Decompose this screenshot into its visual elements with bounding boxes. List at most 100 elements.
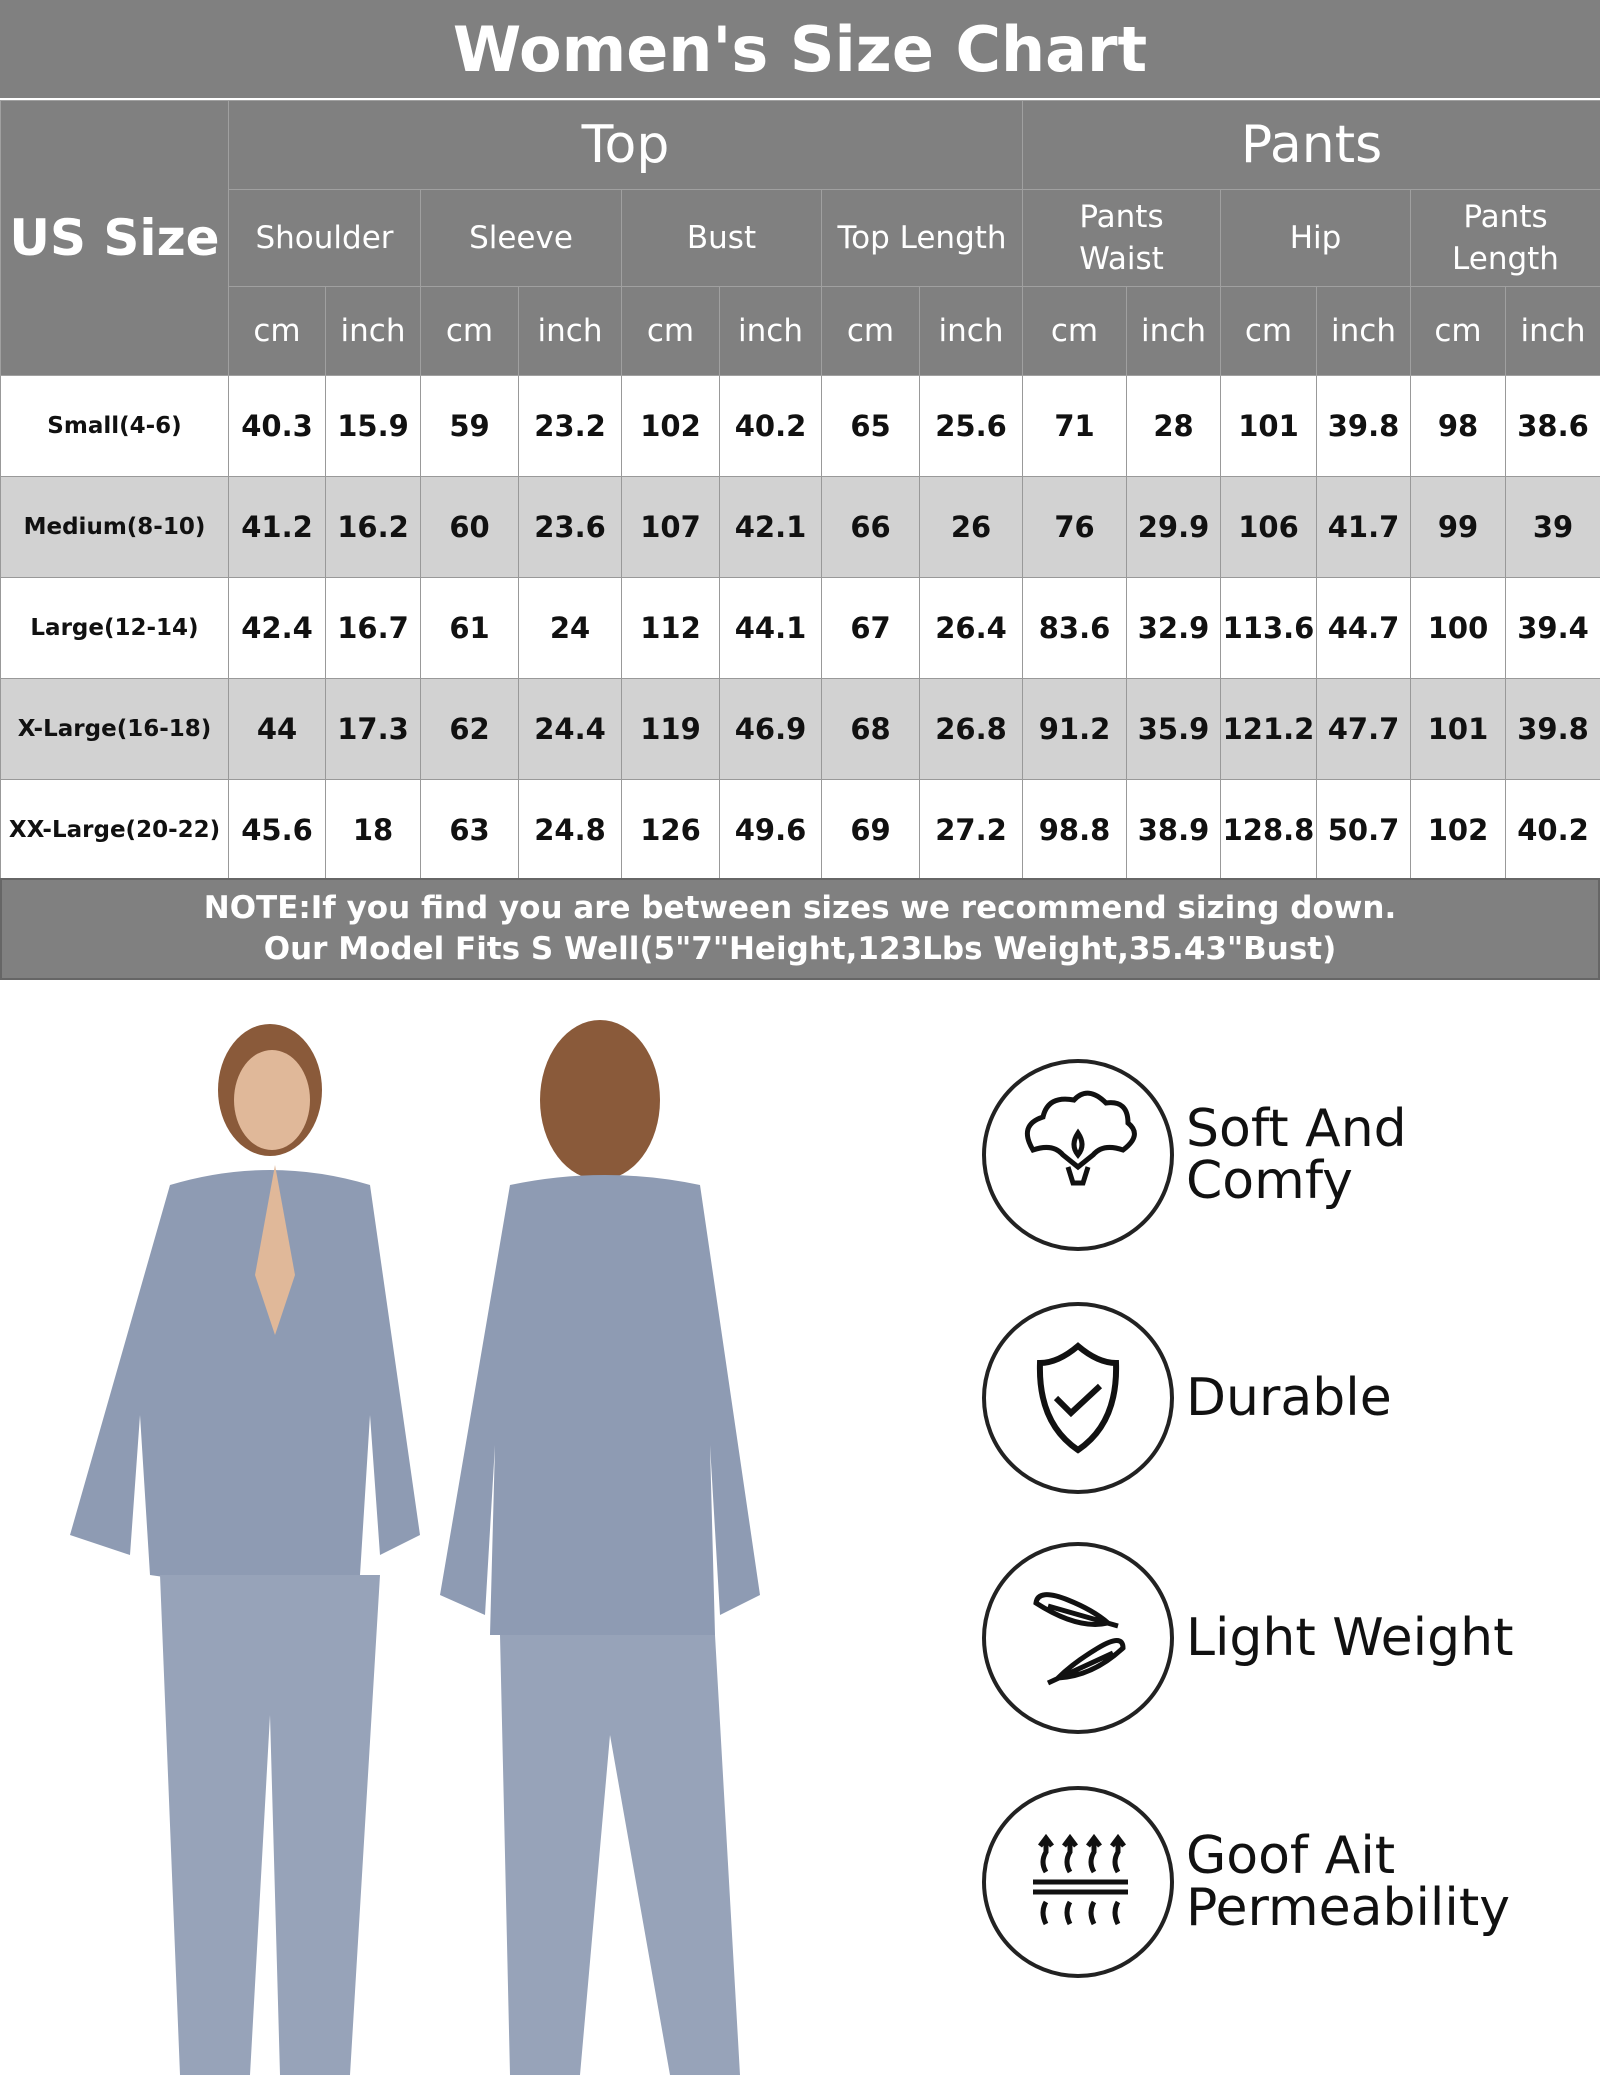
measurement-cell: 24.4	[518, 678, 622, 780]
unit-header: cm	[228, 286, 326, 376]
measurement-cell: 44	[228, 678, 326, 780]
measurement-cell: 91.2	[1022, 678, 1127, 780]
feather-icon	[982, 1542, 1174, 1734]
measurement-cell: 41.2	[228, 476, 326, 578]
top-header: Top	[228, 100, 1023, 190]
measurement-cell: 102	[621, 375, 720, 477]
measurement-cell: 119	[621, 678, 720, 780]
measurement-cell: 32.9	[1126, 577, 1221, 679]
measurement-cell: 76	[1022, 476, 1127, 578]
measurement-cell: 16.7	[325, 577, 421, 679]
measurement-cell: 47.7	[1316, 678, 1411, 780]
measurement-header: Top Length	[821, 189, 1023, 287]
size-label: Large(12-14)	[0, 577, 229, 679]
measurement-header: Hip	[1220, 189, 1411, 287]
measurement-cell: 102	[1410, 779, 1506, 881]
feature-label: Goof Ait Permeability	[1186, 1826, 1510, 1938]
model-front-photo	[70, 1024, 420, 2075]
feature-label: Light Weight	[1186, 1608, 1514, 1668]
measurement-cell: 66	[821, 476, 920, 578]
unit-header: cm	[1220, 286, 1317, 376]
unit-header: inch	[1504, 286, 1600, 376]
measurement-cell: 40.3	[228, 375, 326, 477]
table-row: XX-Large(20-22) 45.6 18 63 24.8 126 49.6 69 27.2…	[0, 779, 1600, 881]
table-row: Large(12-14) 42.4 16.7 61 24 112 44.1 67 26.4 83.…	[0, 577, 1600, 679]
measurement-cell: 24.8	[518, 779, 622, 881]
table-row: Small(4-6) 40.3 15.9 59 23.2 102 40.2 65 25.6 71 2…	[0, 375, 1600, 477]
size-table: US Size Top Pants Shoulder Sleeve Bust Top …	[0, 100, 1600, 881]
measurement-cell: 46.9	[719, 678, 822, 780]
measurement-cell: 107	[621, 476, 720, 578]
model-back-photo	[440, 1020, 760, 2075]
measurement-cell: 39	[1504, 476, 1600, 578]
unit-header: inch	[719, 286, 822, 376]
size-label: Small(4-6)	[0, 375, 229, 477]
feature-item: Durable	[978, 1298, 1578, 1498]
unit-header: cm	[420, 286, 519, 376]
measurement-cell: 27.2	[919, 779, 1023, 881]
measurement-cell: 39.4	[1504, 577, 1600, 679]
measurement-cell: 121.2	[1220, 678, 1317, 780]
table-row: Medium(8-10) 41.2 16.2 60 23.6 107 42.1 66 26 76 2…	[0, 476, 1600, 578]
measurement-cell: 25.6	[919, 375, 1023, 477]
sizing-note: NOTE:If you find you are between sizes w…	[0, 878, 1600, 980]
feature-item: Light Weight	[978, 1538, 1578, 1738]
measurement-cell: 101	[1410, 678, 1506, 780]
unit-header: cm	[821, 286, 920, 376]
feature-label: Durable	[1186, 1368, 1392, 1428]
unit-header: cm	[1022, 286, 1127, 376]
note-line-1: NOTE:If you find you are between sizes w…	[203, 890, 1397, 926]
measurement-cell: 38.6	[1504, 375, 1600, 477]
measurement-cell: 49.6	[719, 779, 822, 881]
measurement-cell: 38.9	[1126, 779, 1221, 881]
measurement-cell: 16.2	[325, 476, 421, 578]
measurement-cell: 106	[1220, 476, 1317, 578]
measurement-cell: 59	[420, 375, 519, 477]
size-label: Medium(8-10)	[0, 476, 229, 578]
measurement-cell: 42.4	[228, 577, 326, 679]
unit-header: inch	[1126, 286, 1221, 376]
measurement-cell: 69	[821, 779, 920, 881]
unit-header: inch	[919, 286, 1023, 376]
measurement-cell: 126	[621, 779, 720, 881]
measurement-cell: 63	[420, 779, 519, 881]
measurement-cell: 15.9	[325, 375, 421, 477]
measurement-cell: 98	[1410, 375, 1506, 477]
size-label: XX-Large(20-22)	[0, 779, 229, 881]
measurement-cell: 40.2	[719, 375, 822, 477]
measurement-cell: 100	[1410, 577, 1506, 679]
measurement-header: Pants Length	[1409, 189, 1600, 287]
measurement-cell: 41.7	[1316, 476, 1411, 578]
feature-item: Goof Ait Permeability	[978, 1782, 1578, 1982]
measurement-cell: 26.4	[919, 577, 1023, 679]
measurement-cell: 112	[621, 577, 720, 679]
measurement-cell: 29.9	[1126, 476, 1221, 578]
table-row: X-Large(16-18) 44 17.3 62 24.4 119 46.9 68 26.8 9…	[0, 678, 1600, 780]
measurement-cell: 65	[821, 375, 920, 477]
measurement-cell: 113.6	[1220, 577, 1317, 679]
size-label: X-Large(16-18)	[0, 678, 229, 780]
pants-header: Pants	[1021, 100, 1600, 190]
measurement-cell: 39.8	[1316, 375, 1411, 477]
unit-header: cm	[621, 286, 720, 376]
measurement-cell: 44.1	[719, 577, 822, 679]
unit-header: inch	[1316, 286, 1411, 376]
measurement-cell: 67	[821, 577, 920, 679]
measurement-cell: 60	[420, 476, 519, 578]
unit-header: cm	[1410, 286, 1506, 376]
measurement-cell: 42.1	[719, 476, 822, 578]
us-size-header: US Size	[0, 100, 229, 376]
measurement-header: Shoulder	[228, 189, 421, 287]
measurement-cell: 28	[1126, 375, 1221, 477]
unit-header: inch	[518, 286, 622, 376]
measurement-header: Bust	[621, 189, 822, 287]
measurement-cell: 45.6	[228, 779, 326, 881]
measurement-cell: 99	[1410, 476, 1506, 578]
measurement-header: Pants Waist	[1022, 189, 1221, 287]
shield-check-icon	[982, 1302, 1174, 1494]
cotton-icon	[982, 1059, 1174, 1251]
measurement-cell: 128.8	[1220, 779, 1317, 881]
measurement-cell: 26.8	[919, 678, 1023, 780]
measurement-cell: 71	[1022, 375, 1127, 477]
measurement-cell: 62	[420, 678, 519, 780]
